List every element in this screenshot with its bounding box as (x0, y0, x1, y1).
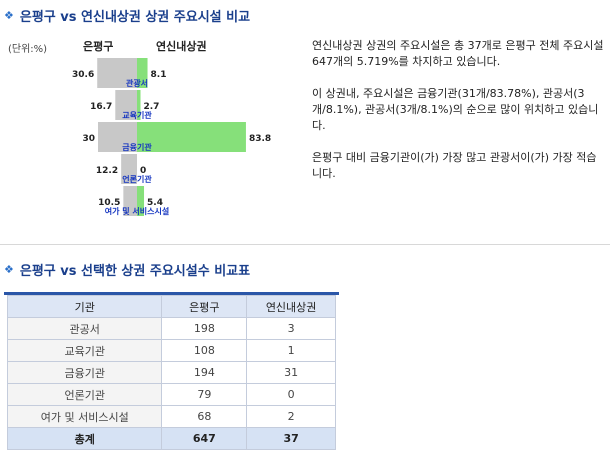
table-cell-value: 194 (161, 361, 248, 384)
table-total-value: 37 (246, 427, 336, 450)
category-label: 언론기관 (122, 174, 152, 184)
diamond-bullet-icon: ❖ (4, 263, 14, 276)
left-value-label: 30.6 (72, 70, 94, 80)
right-value-label: 5.4 (147, 198, 163, 208)
table-cell-value: 198 (161, 317, 248, 340)
chart-unit-label: (단위:%) (8, 44, 48, 55)
section-divider (0, 244, 610, 245)
description-panel: 연신내상권 상권의 주요시설은 총 37개로 은평구 전체 주요시설 647개의… (312, 38, 604, 198)
left-value-label: 10.5 (98, 198, 120, 208)
table-row: 관공서 198 3 (6, 317, 336, 340)
table-cell-category: 언론기관 (6, 383, 163, 406)
section-title-table: ❖ 은평구 vs 선택한 상권 주요시설수 비교표 (4, 260, 250, 279)
table-header-cell: 기관 (6, 295, 163, 318)
table-row: 언론기관 79 0 (6, 383, 336, 406)
category-label: 여가 및 서비스시설 (105, 206, 169, 216)
table-row: 교육기관 108 1 (6, 339, 336, 362)
left-bar (115, 90, 137, 120)
category-label: 교육기관 (122, 110, 152, 120)
right-value-label: 8.1 (151, 70, 167, 80)
left-value-label: 12.2 (96, 166, 118, 176)
category-label: 금융기관 (122, 142, 152, 152)
section-title-text: 은평구 vs 선택한 상권 주요시설수 비교표 (19, 264, 251, 279)
left-bar (123, 186, 137, 216)
chart-header-right: 연신내상권 (156, 40, 207, 53)
description-paragraph-3: 은평구 대비 금융기관이(가) 가장 많고 관광서이(가) 가장 적습니다. (312, 151, 597, 180)
left-bar (121, 154, 137, 184)
right-value-label: 83.8 (249, 134, 271, 144)
description-paragraph-2: 이 상권내, 주요시설은 금융기관(31개/83.78%), 관공서(3개/8.… (312, 87, 599, 132)
table-row: 금융기관 194 31 (6, 361, 336, 384)
table-cell-value: 68 (161, 405, 248, 428)
table-total-label: 총계 (6, 427, 163, 450)
table-cell-category: 교육기관 (6, 339, 163, 362)
table-cell-value: 108 (161, 339, 248, 362)
table-total-row: 총계 647 37 (6, 427, 336, 450)
left-value-label: 16.7 (90, 102, 112, 112)
table-row: 여가 및 서비스시설 68 2 (6, 405, 336, 428)
table-cell-value: 3 (246, 317, 336, 340)
table-header-cell: 은평구 (161, 295, 248, 318)
right-bar (137, 90, 141, 120)
left-value-label: 30 (82, 134, 95, 144)
table-cell-value: 1 (246, 339, 336, 362)
category-label: 관광서 (126, 78, 148, 88)
table-header-row: 기관 은평구 연신내상권 (6, 295, 336, 318)
right-bar (137, 58, 148, 88)
diamond-bullet-icon: ❖ (4, 9, 14, 22)
comparison-table: 기관 은평구 연신내상권 관공서 198 3 교육기관 108 1 금융기관 1… (6, 295, 336, 450)
section-title-text: 은평구 vs 연신내상권 상권 주요시설 비교 (19, 10, 251, 25)
table-cell-value: 31 (246, 361, 336, 384)
table-cell-category: 금융기관 (6, 361, 163, 384)
right-value-label: 2.7 (144, 102, 160, 112)
section-title-comparison: ❖ 은평구 vs 연신내상권 상권 주요시설 비교 (4, 6, 250, 25)
table-cell-value: 0 (246, 383, 336, 406)
table-header-cell: 연신내상권 (246, 295, 336, 318)
right-value-label: 0 (140, 166, 146, 176)
left-bar (98, 122, 137, 152)
table-cell-value: 2 (246, 405, 336, 428)
chart-header-left: 은평구 (83, 40, 114, 53)
table-total-value: 647 (161, 427, 248, 450)
table-top-border (4, 292, 339, 458)
description-paragraph-1: 연신내상권 상권의 주요시설은 총 37개로 은평구 전체 주요시설 647개의… (312, 39, 604, 68)
left-bar (97, 58, 137, 88)
right-bar (137, 186, 145, 216)
table-cell-value: 79 (161, 383, 248, 406)
table-cell-category: 관공서 (6, 317, 163, 340)
right-bar (137, 122, 246, 152)
table-cell-category: 여가 및 서비스시설 (6, 405, 163, 428)
